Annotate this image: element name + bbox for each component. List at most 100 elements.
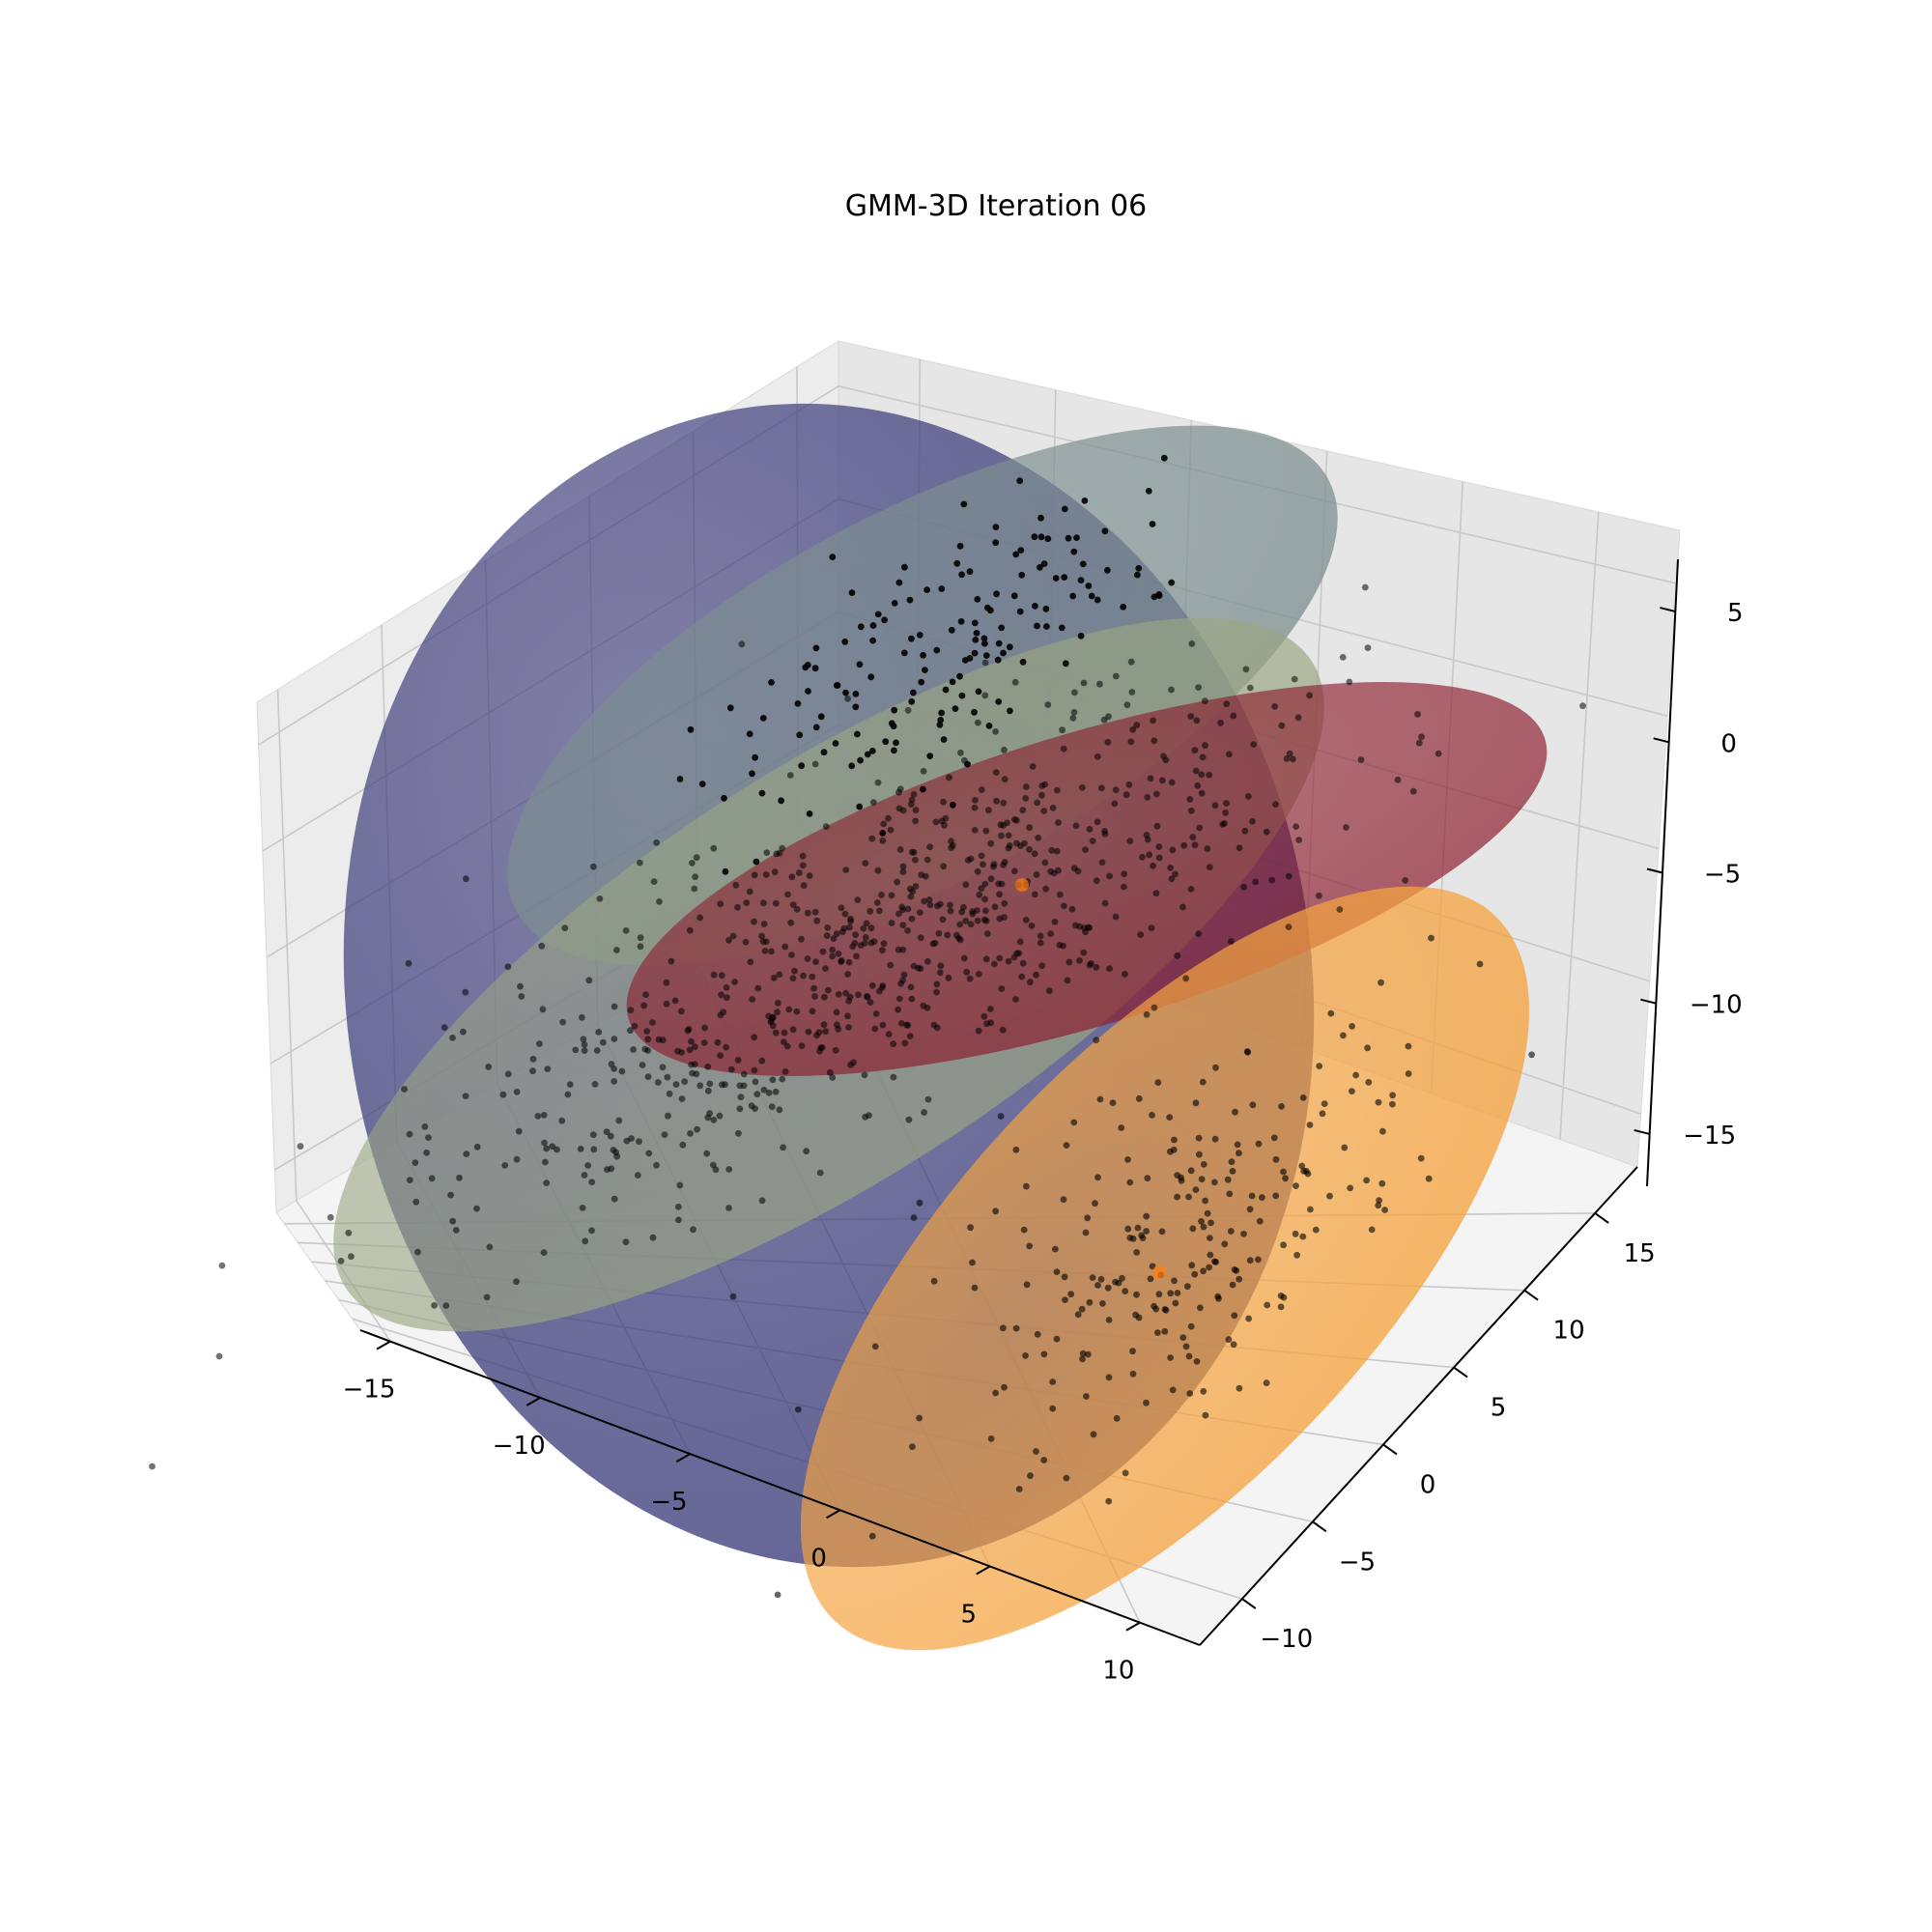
data-point: [957, 618, 965, 625]
data-point: [857, 756, 864, 764]
data-point: [700, 1039, 708, 1046]
data-point: [1155, 843, 1163, 850]
data-point: [971, 804, 979, 811]
data-point: [1019, 959, 1027, 967]
data-point: [791, 967, 798, 975]
data-point: [781, 1038, 787, 1046]
data-point: [462, 1093, 469, 1099]
data-point: [1183, 1283, 1191, 1291]
data-point: [752, 1078, 759, 1086]
data-point: [674, 1204, 682, 1210]
data-point: [912, 883, 920, 890]
data-point: [926, 901, 934, 909]
data-point: [1034, 1330, 1041, 1338]
data-point: [854, 730, 861, 738]
data-points: [149, 454, 1586, 1599]
data-point: [1115, 1279, 1122, 1287]
data-point: [874, 611, 882, 618]
data-point: [735, 1129, 742, 1137]
data-point: [1105, 1497, 1113, 1505]
data-point: [812, 958, 819, 966]
data-point: [974, 596, 981, 603]
data-point: [844, 695, 851, 702]
data-point: [1065, 958, 1073, 966]
data-point: [1144, 1175, 1151, 1182]
data-point: [981, 895, 988, 903]
data-point: [932, 818, 940, 826]
data-point: [1122, 1288, 1129, 1294]
data-point: [874, 867, 882, 874]
data-point: [1053, 1268, 1061, 1275]
data-point: [724, 994, 730, 1002]
y-tick-label: 15: [1624, 1239, 1656, 1268]
data-point: [929, 940, 937, 948]
data-point: [1023, 1182, 1030, 1190]
data-point: [425, 1134, 432, 1141]
data-point: [783, 1042, 791, 1050]
data-point: [774, 1591, 781, 1599]
data-point: [769, 1013, 776, 1021]
data-point: [1365, 1079, 1373, 1086]
data-point: [948, 626, 955, 634]
data-point: [1336, 906, 1344, 913]
data-point: [1174, 1172, 1181, 1179]
data-point: [1414, 711, 1421, 718]
data-point: [691, 1043, 698, 1050]
data-point: [1123, 701, 1131, 709]
data-point: [463, 1151, 470, 1157]
data-point: [1128, 689, 1136, 696]
data-point: [603, 1128, 611, 1136]
data-point: [1028, 923, 1036, 929]
data-point: [887, 961, 895, 969]
data-point: [529, 1055, 537, 1063]
data-point: [1161, 1306, 1169, 1313]
data-point: [871, 1025, 879, 1033]
data-point: [753, 1091, 761, 1098]
data-point: [933, 988, 940, 996]
data-point: [1057, 891, 1064, 898]
data-point: [980, 1012, 988, 1020]
data-point: [1191, 747, 1199, 753]
data-point: [866, 1112, 872, 1119]
data-point: [431, 1302, 438, 1309]
data-point: [1122, 791, 1130, 799]
data-point: [890, 1073, 897, 1081]
data-point: [880, 820, 888, 828]
data-point: [1295, 837, 1303, 843]
data-point: [752, 1105, 758, 1112]
data-point: [1001, 899, 1009, 907]
data-point: [794, 700, 802, 707]
data-point: [1232, 1108, 1238, 1116]
data-point: [901, 563, 908, 571]
data-point: [1000, 862, 1007, 868]
data-point: [762, 871, 770, 878]
data-point: [885, 814, 892, 822]
data-point: [449, 1035, 456, 1041]
data-point: [666, 1090, 673, 1097]
data-point: [1037, 932, 1044, 940]
data-point: [1217, 719, 1224, 726]
data-point: [1063, 1142, 1070, 1149]
data-point: [1280, 1241, 1287, 1249]
data-point: [1078, 1305, 1086, 1313]
data-point: [543, 1179, 550, 1186]
data-point: [996, 915, 1004, 923]
component-mean: [1152, 1265, 1166, 1279]
data-point: [611, 1195, 618, 1203]
data-point: [794, 1406, 802, 1413]
data-point: [1405, 1042, 1412, 1050]
data-point: [463, 875, 469, 883]
data-point: [1097, 784, 1105, 792]
data-point: [1088, 592, 1095, 600]
data-point: [880, 940, 888, 948]
data-point: [1016, 938, 1024, 946]
data-point: [1236, 1150, 1242, 1157]
data-point: [864, 993, 871, 1001]
data-point: [1105, 1317, 1113, 1323]
data-point: [908, 995, 916, 1003]
data-point: [833, 1009, 840, 1016]
data-point: [1043, 623, 1050, 630]
data-point: [717, 1052, 724, 1060]
data-point: [878, 947, 886, 954]
data-point: [879, 1021, 887, 1029]
